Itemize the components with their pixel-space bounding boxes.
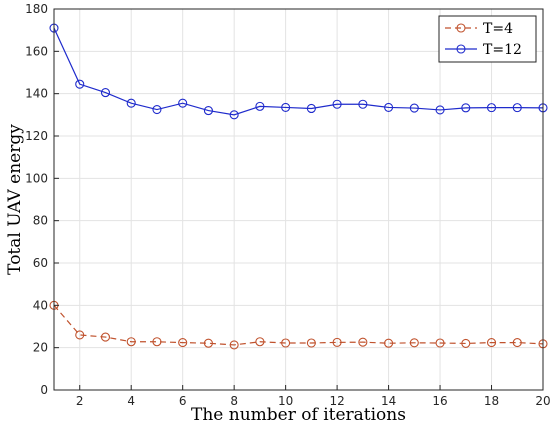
data-point [126, 337, 136, 347]
data-point [461, 338, 471, 348]
data-point [384, 338, 394, 348]
legend-item: T=4 [445, 21, 513, 37]
y-tick-label: 140 [25, 87, 48, 101]
y-tick-label: 60 [33, 256, 48, 270]
legend-item: T=12 [445, 42, 522, 58]
data-point [409, 103, 419, 113]
x-tick-label: 16 [432, 394, 447, 408]
y-tick-label: 160 [25, 44, 48, 58]
legend: T=4 T=12 [438, 15, 537, 63]
data-point [203, 338, 213, 348]
series-layer [49, 23, 548, 350]
data-point [486, 338, 497, 348]
legend-marker [456, 44, 466, 54]
y-tick-label: 180 [25, 2, 48, 16]
x-axis-label: The number of iterations [191, 405, 406, 425]
data-point [512, 338, 522, 348]
y-tick-label: 0 [40, 383, 48, 397]
data-point [152, 104, 162, 115]
y-axis-label: Total UAV energy [5, 124, 25, 275]
data-point [512, 103, 522, 113]
y-tick-label: 80 [33, 214, 48, 228]
x-tick-label: 20 [535, 394, 550, 408]
y-tick-label: 20 [33, 341, 48, 355]
plot-frame [53, 8, 544, 391]
data-point [332, 337, 342, 347]
ticks: 2 4 6 8 10 12 14 16 18 20 0 20 40 60 80 100 120 140 160 180 [25, 2, 550, 408]
series-line [53, 304, 544, 346]
data-point [203, 106, 213, 116]
data-point [229, 340, 239, 350]
data-point [281, 102, 291, 112]
legend-marker [456, 23, 466, 33]
data-point [435, 338, 445, 348]
series-T=12 [49, 23, 548, 120]
legend-label: T=4 [483, 21, 513, 37]
y-tick-label: 120 [25, 129, 48, 143]
data-point [178, 98, 188, 108]
data-point [409, 338, 419, 348]
x-tick-label: 10 [278, 394, 293, 408]
data-point [100, 88, 111, 98]
data-point [435, 105, 445, 115]
data-point [281, 338, 291, 348]
data-point [332, 99, 342, 109]
x-tick-label: 6 [179, 394, 187, 408]
data-point [461, 103, 471, 113]
series-T=4 [49, 300, 548, 350]
data-point [152, 337, 162, 347]
data-point [306, 103, 316, 114]
data-point [178, 338, 188, 348]
x-tick-label: 12 [329, 394, 344, 408]
data-point [306, 338, 316, 348]
data-point [75, 330, 85, 340]
legend-box [438, 15, 537, 63]
legend-label: T=12 [483, 42, 522, 58]
y-tick-label: 100 [25, 171, 48, 185]
x-tick-label: 14 [381, 394, 396, 408]
data-point [358, 337, 368, 347]
x-tick-label: 8 [230, 394, 238, 408]
data-point [255, 101, 265, 111]
data-point [75, 79, 85, 89]
data-point [384, 102, 394, 112]
data-point [229, 110, 239, 120]
grid [54, 8, 544, 391]
data-point [358, 99, 368, 109]
data-point [126, 98, 136, 108]
x-tick-label: 2 [76, 394, 84, 408]
y-tick-label: 40 [33, 298, 48, 312]
x-tick-label: 4 [127, 394, 135, 408]
data-point [100, 332, 111, 342]
data-point [255, 337, 265, 347]
x-tick-label: 18 [484, 394, 499, 408]
data-point [486, 103, 497, 113]
